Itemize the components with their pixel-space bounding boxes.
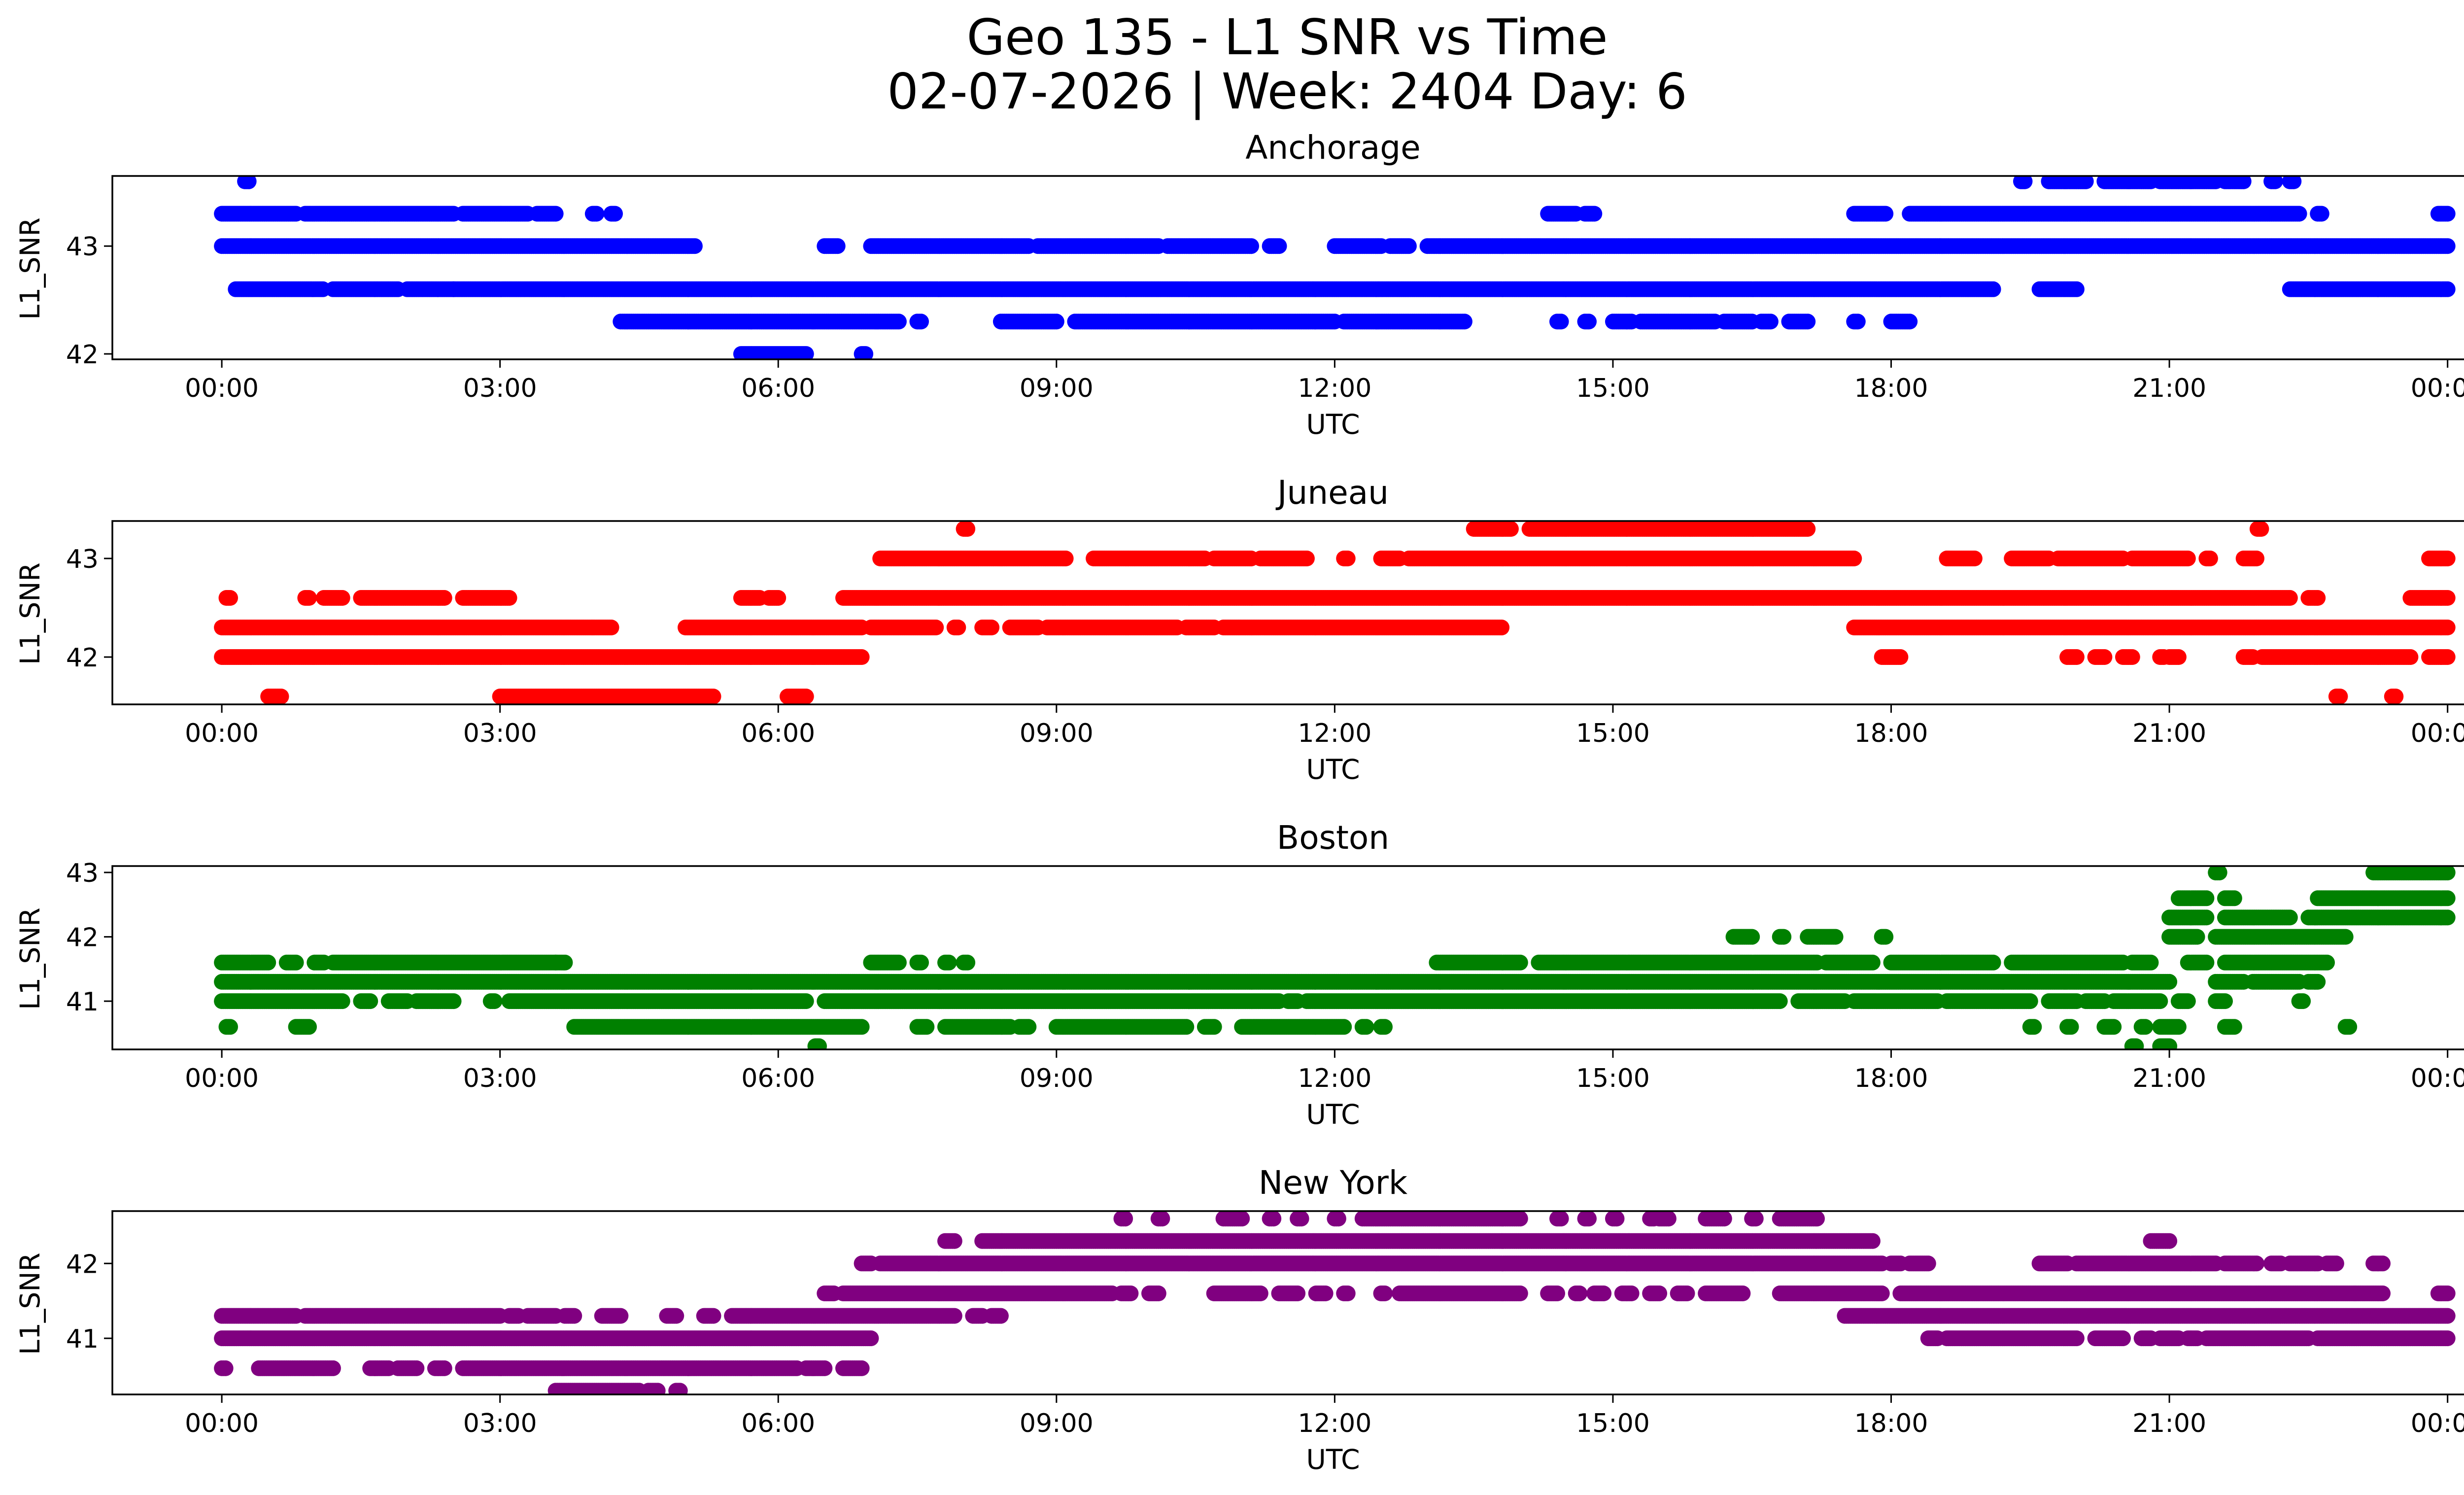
- x-tick-label: 06:00: [741, 374, 815, 403]
- x-tick-label: 09:00: [1020, 374, 1094, 403]
- data-point: [2068, 281, 2085, 297]
- x-axis-label: UTC: [1306, 754, 1360, 785]
- data-point: [1849, 313, 1866, 330]
- x-tick-label: 00:00: [2411, 374, 2464, 403]
- data-point: [2439, 281, 2456, 297]
- data-point: [2078, 176, 2094, 189]
- data-point: [1553, 313, 1569, 330]
- x-tick-label: 18:00: [1854, 374, 1928, 403]
- data-point: [2439, 238, 2456, 254]
- data-point: [1966, 551, 1983, 566]
- data-point: [1058, 551, 1074, 566]
- y-tick-label: 43: [66, 232, 99, 262]
- data-point: [2180, 551, 2196, 566]
- data-point: [1985, 281, 2001, 297]
- data-point: [1800, 313, 1816, 330]
- data-point: [2249, 551, 2264, 566]
- data-point: [2286, 176, 2302, 189]
- data-point: [2235, 176, 2252, 189]
- data-point: [2017, 176, 2033, 189]
- x-tick-label: 00:00: [185, 374, 259, 403]
- data-point: [607, 206, 623, 222]
- data-point: [2439, 590, 2456, 606]
- data-point: [1271, 238, 1287, 254]
- data-point: [334, 590, 350, 606]
- data-point: [301, 590, 317, 606]
- data-point: [2439, 206, 2456, 222]
- scatter-series: [214, 176, 2456, 359]
- data-point: [1846, 551, 1862, 566]
- data-point: [1299, 551, 1315, 566]
- data-point: [2282, 590, 2298, 606]
- snr-level-43: [872, 551, 2456, 566]
- data-point: [1339, 551, 1356, 566]
- data-point: [548, 206, 564, 222]
- data-point: [1800, 521, 1816, 537]
- axes-frame: [111, 175, 2464, 360]
- data-point: [1048, 313, 1064, 330]
- data-point: [501, 590, 517, 606]
- data-point: [959, 521, 976, 537]
- x-tick-label: 03:00: [463, 374, 537, 403]
- data-point: [1581, 313, 1597, 330]
- data-point: [1902, 313, 1918, 330]
- data-point: [2202, 551, 2218, 566]
- snr-level-42: [733, 346, 874, 359]
- data-point: [1762, 313, 1779, 330]
- data-point: [913, 313, 929, 330]
- y-tick-label: 42: [66, 340, 99, 370]
- data-point: [798, 346, 814, 359]
- data-point: [1878, 206, 1894, 222]
- snr-level-43.3: [956, 521, 2269, 537]
- snr-level-42.6: [228, 281, 2456, 297]
- y-axis-label: L1_SNR: [14, 562, 46, 664]
- data-point: [1401, 238, 1417, 254]
- panel-juneau: Juneau L1_SNR UTC 00:00 03:00 06:00 09:00 12…: [14, 474, 2464, 785]
- x-tick-label: 12:00: [1298, 374, 1371, 403]
- data-point: [2313, 206, 2329, 222]
- data-point: [2291, 206, 2307, 222]
- figure-subtitle: 02-07-2026 | Week: 2404 Day: 6: [887, 63, 1687, 120]
- x-tick-label: 15:00: [1576, 374, 1650, 403]
- x-axis-label: UTC: [1306, 409, 1360, 440]
- data-point: [686, 238, 703, 254]
- data-point: [1456, 313, 1472, 330]
- snr-level-43: [214, 238, 2456, 254]
- data-point: [770, 590, 787, 606]
- data-point: [222, 590, 238, 606]
- data-point: [1503, 521, 1519, 537]
- data-point: [857, 346, 874, 359]
- data-point: [1243, 238, 1259, 254]
- data-point: [890, 313, 907, 330]
- snr-level-42.3: [613, 313, 1918, 330]
- snr-level-43.6: [237, 176, 2302, 189]
- panel-title: Juneau: [1275, 474, 1389, 512]
- data-point: [436, 590, 452, 606]
- data-point: [2253, 521, 2269, 537]
- data-point: [2310, 590, 2326, 606]
- snr-level-43.3: [214, 206, 2456, 222]
- data-point: [2267, 176, 2283, 189]
- x-tick-label: 21:00: [2132, 374, 2206, 403]
- data-point: [588, 206, 605, 222]
- data-point: [1586, 206, 1603, 222]
- panel-title: Anchorage: [1245, 129, 1421, 167]
- data-point: [2439, 551, 2456, 566]
- panel-anchorage: Anchorage L1_SNR UTC 00:00 03:00 06:00 09:0…: [14, 129, 2464, 440]
- data-point: [240, 176, 257, 189]
- y-axis-label: L1_SNR: [14, 217, 46, 319]
- scatter-series: [214, 521, 2456, 704]
- snr-level-42.3: [214, 620, 2456, 635]
- snr-level-42.6: [218, 590, 2456, 606]
- data-point: [829, 238, 846, 254]
- figure-title: Geo 135 - L1 SNR vs Time: [967, 8, 1608, 66]
